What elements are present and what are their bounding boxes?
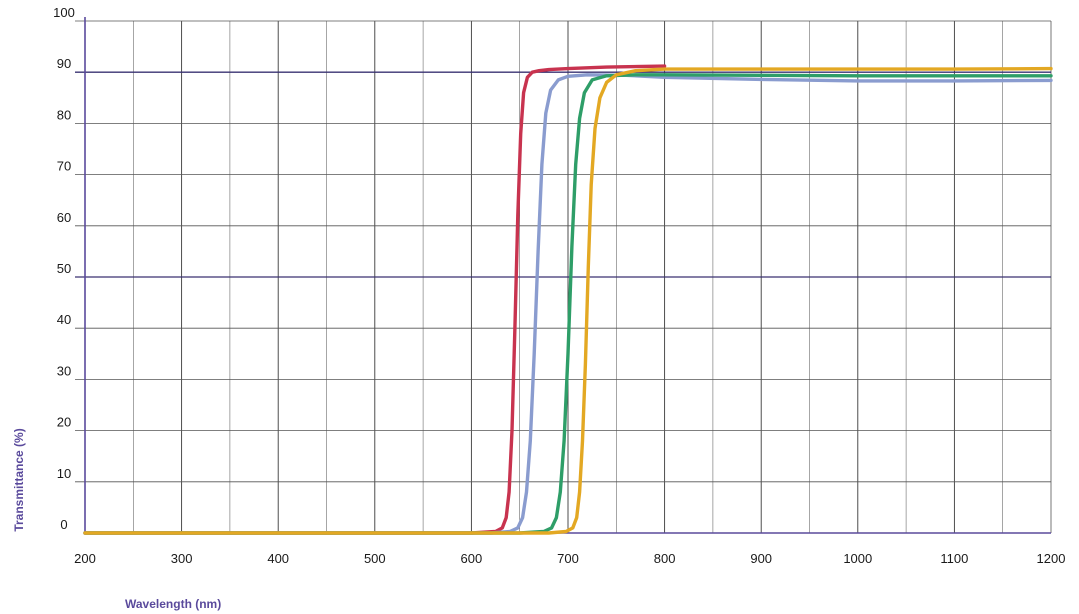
y-tick-label: 10	[57, 466, 71, 481]
x-tick-label: 500	[364, 551, 386, 566]
y-tick-label: 20	[57, 415, 71, 430]
series-layer	[83, 64, 1053, 535]
series-line-2	[83, 73, 1053, 535]
y-tick-label: 30	[57, 363, 71, 378]
y-tick-label: 80	[57, 107, 71, 122]
x-tick-label: 900	[750, 551, 772, 566]
y-tick-label: 50	[57, 261, 71, 276]
y-tick-label: 40	[57, 312, 71, 327]
y-tick-label: 100	[53, 5, 75, 20]
x-tick-label: 1000	[843, 551, 872, 566]
x-tick-label: 700	[557, 551, 579, 566]
y-tick-label: 90	[57, 56, 71, 71]
series-line-3	[83, 73, 1053, 535]
x-tick-label: 1100	[940, 551, 968, 566]
x-tick-label: 400	[267, 551, 289, 566]
series-line-1	[83, 64, 667, 535]
x-tick-label: 800	[654, 551, 676, 566]
x-tick-label: 200	[74, 551, 96, 566]
x-tick-label: 300	[171, 551, 193, 566]
y-tick-label: 0	[60, 517, 67, 532]
label-layer: 200 300 400 500 600 700 800 900 1000 1100 1200 0 10 2…	[53, 5, 1065, 566]
x-axis-title: Wavelength (nm)	[125, 597, 221, 611]
x-tick-label: 1200	[1037, 551, 1066, 566]
y-tick-label: 70	[57, 159, 71, 174]
grid-layer	[75, 20, 1052, 533]
y-axis-title: Transmittance (%)	[12, 428, 26, 531]
x-tick-label: 600	[461, 551, 483, 566]
y-tick-label: 60	[57, 210, 71, 225]
series-line-4	[83, 66, 1053, 535]
